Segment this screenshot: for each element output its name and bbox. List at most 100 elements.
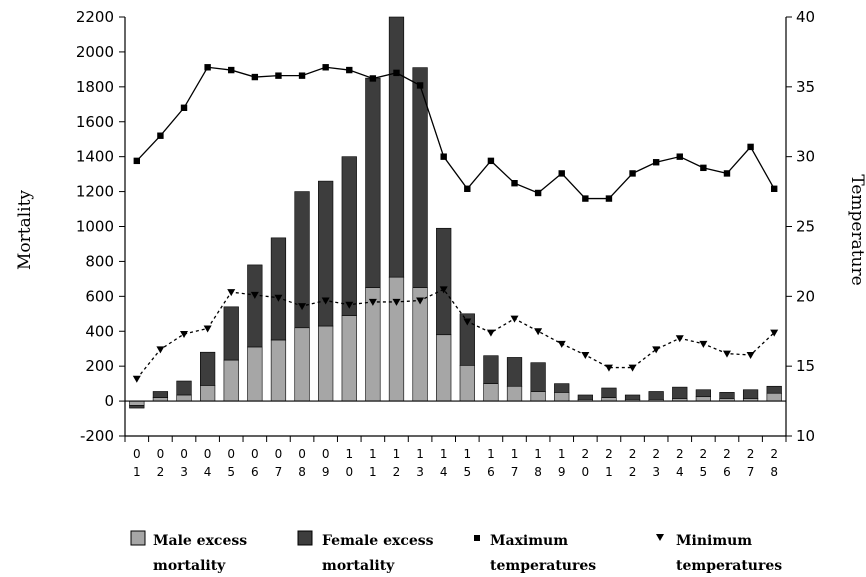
bar-female-09 — [318, 180, 334, 327]
max-temp-point-25 — [700, 164, 707, 172]
min-temp-point-20 — [581, 351, 590, 359]
max-temp-point-02 — [157, 132, 164, 139]
bar-female-21 — [601, 387, 617, 398]
bar-female-12 — [388, 16, 405, 278]
y-tick-label: 1200 — [76, 183, 114, 201]
min-temp-point-03 — [180, 331, 189, 339]
y-right-tick-label: 25 — [796, 218, 815, 236]
y-axis-title: Mortality — [15, 190, 35, 270]
legend-label-max-2: temperatures — [490, 558, 596, 574]
min-temp-point-19 — [557, 340, 566, 348]
bar-male-16 — [483, 383, 499, 402]
bar-female-28 — [766, 385, 782, 394]
min-temp-point-21 — [604, 364, 613, 372]
bar-female-26 — [719, 392, 735, 399]
max-temp-point-10 — [346, 66, 353, 74]
bar-female-22 — [624, 394, 641, 400]
y-tick-label: 400 — [85, 322, 114, 340]
bar-female-16 — [483, 355, 499, 384]
min-temp-point-05 — [227, 289, 236, 297]
bar-female-01 — [129, 405, 145, 409]
max-temp-point-08 — [298, 72, 306, 79]
y-tick-label: 1000 — [76, 218, 114, 236]
legend-item-female: Female excess mortality — [297, 530, 434, 574]
bar-male-08 — [294, 327, 310, 402]
bar-male-06 — [247, 346, 263, 402]
min-temperature-line — [136, 288, 775, 380]
bar-male-03 — [176, 394, 192, 402]
bar-layer — [129, 16, 782, 409]
bar-female-04 — [200, 351, 216, 386]
min-temp-point-14 — [439, 286, 448, 294]
y-tick-label: 1600 — [76, 113, 114, 131]
y-tick-label: 0 — [104, 392, 114, 410]
y-right-tick-label: 15 — [796, 357, 815, 375]
bar-male-18 — [530, 391, 546, 402]
min-temp-point-01 — [132, 375, 141, 383]
max-temp-point-11 — [369, 75, 377, 82]
max-temp-point-03 — [180, 104, 188, 111]
bar-male-19 — [554, 392, 570, 402]
bar-female-05 — [223, 306, 239, 361]
max-temp-point-12 — [393, 69, 400, 77]
min-temp-point-09 — [321, 297, 330, 305]
min-temp-point-24 — [675, 335, 684, 343]
legend-label-max-1: Maximum — [490, 533, 568, 549]
legend-item-max-temp: Maximum temperatures — [474, 533, 596, 574]
min-temp-point-02 — [156, 346, 165, 354]
legend-label-min-2: temperatures — [676, 558, 782, 574]
bar-female-20 — [577, 394, 593, 400]
bar-male-14 — [436, 334, 452, 402]
line-layer — [132, 64, 779, 383]
legend-marker-max-temp — [474, 535, 480, 541]
legend-label-female-2: mortality — [322, 558, 395, 574]
bar-female-03 — [176, 380, 192, 396]
y-tick-label: 2200 — [76, 8, 114, 26]
bar-male-05 — [223, 359, 239, 402]
y-tick-label: 1400 — [76, 148, 114, 166]
y-right-tick-label: 20 — [796, 287, 815, 305]
y-tick-label: 1800 — [76, 78, 114, 96]
min-temp-point-10 — [345, 301, 354, 309]
bar-male-10 — [341, 315, 357, 402]
max-temp-point-28 — [770, 185, 778, 192]
min-temp-point-06 — [250, 291, 259, 299]
bar-female-07 — [270, 237, 287, 341]
min-temp-point-11 — [368, 298, 377, 306]
y-tick-label: 200 — [85, 357, 114, 375]
max-temp-point-20 — [582, 195, 589, 202]
bar-male-01 — [129, 400, 145, 406]
max-temp-point-23 — [652, 159, 660, 166]
legend-marker-min-temp — [656, 534, 664, 541]
bar-male-25 — [695, 396, 711, 402]
min-temp-point-04 — [203, 325, 212, 333]
bar-female-15 — [459, 313, 475, 366]
min-temp-point-28 — [770, 329, 779, 337]
max-temp-point-07 — [275, 72, 282, 79]
bar-female-13 — [412, 67, 428, 288]
y-tick-label: -200 — [80, 427, 114, 445]
bar-female-10 — [341, 156, 357, 316]
legend-label-min-1: Minimum — [676, 533, 752, 549]
min-temp-point-16 — [486, 329, 495, 337]
bar-female-23 — [648, 391, 664, 400]
bar-female-17 — [506, 357, 523, 387]
legend-label-male-1: Male excess — [153, 533, 247, 549]
